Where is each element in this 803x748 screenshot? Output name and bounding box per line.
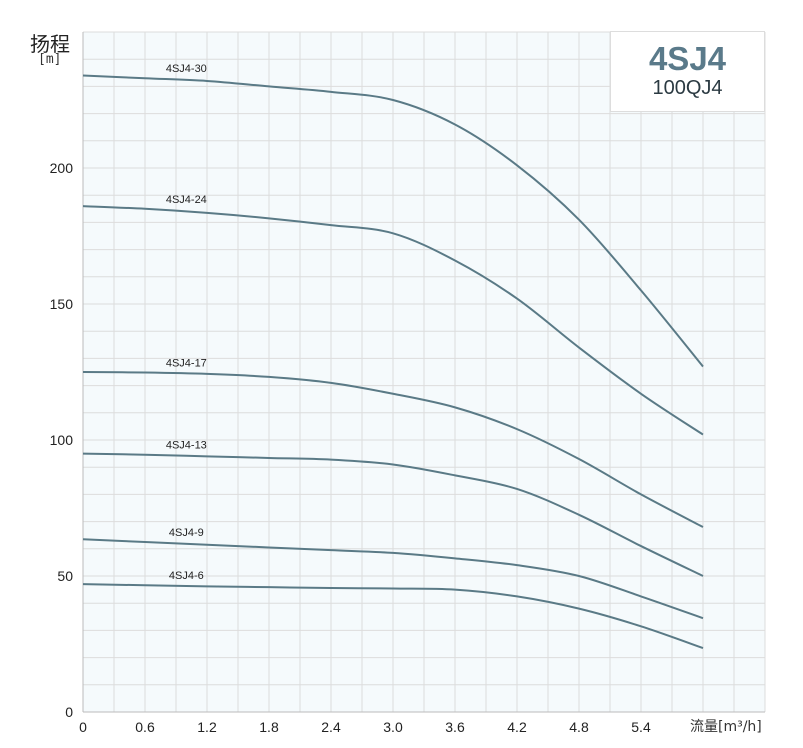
chart-title: 4SJ4 [648, 40, 727, 77]
y-tick-label: 150 [50, 296, 74, 312]
x-tick-label: 0.6 [135, 719, 155, 735]
x-axis-label: 流量[m³/h] [690, 719, 762, 735]
y-axis-unit: [m] [38, 52, 62, 67]
y-tick-label: 50 [57, 568, 73, 584]
x-tick-label: 1.2 [197, 719, 217, 735]
y-axis-label: 扬程 [30, 32, 70, 56]
curve-4sj4-6 [82, 583, 704, 650]
curve-4sj4-30 [82, 74, 704, 368]
series-label: 4SJ4-30 [166, 63, 207, 75]
series-label: 4SJ4-24 [166, 194, 207, 206]
y-tick-label: 100 [50, 432, 74, 448]
x-tick-label: 4.8 [569, 719, 589, 735]
model-title-box: 4SJ4 100QJ4 [610, 31, 765, 112]
series-label: 4SJ4-6 [169, 570, 204, 582]
x-tick-label: 2.4 [321, 719, 341, 735]
series-label: 4SJ4-17 [166, 358, 207, 370]
x-tick-label: 1.8 [259, 719, 279, 735]
x-tick-label: 4.2 [507, 719, 527, 735]
y-tick-label: 200 [50, 160, 74, 176]
curve-4sj4-13 [82, 452, 704, 577]
y-tick-label: 0 [65, 704, 73, 720]
curve-4sj4-17 [82, 371, 704, 528]
x-tick-label: 0 [79, 719, 87, 735]
chart-subtitle: 100QJ4 [652, 77, 723, 99]
series-label: 4SJ4-13 [166, 440, 207, 452]
x-tick-label: 5.4 [631, 719, 651, 735]
x-tick-label: 3.6 [445, 719, 465, 735]
series-label: 4SJ4-9 [169, 527, 204, 539]
curve-4sj4-24 [82, 205, 704, 436]
x-tick-label: 3.0 [383, 719, 403, 735]
curve-4sj4-9 [82, 538, 704, 620]
